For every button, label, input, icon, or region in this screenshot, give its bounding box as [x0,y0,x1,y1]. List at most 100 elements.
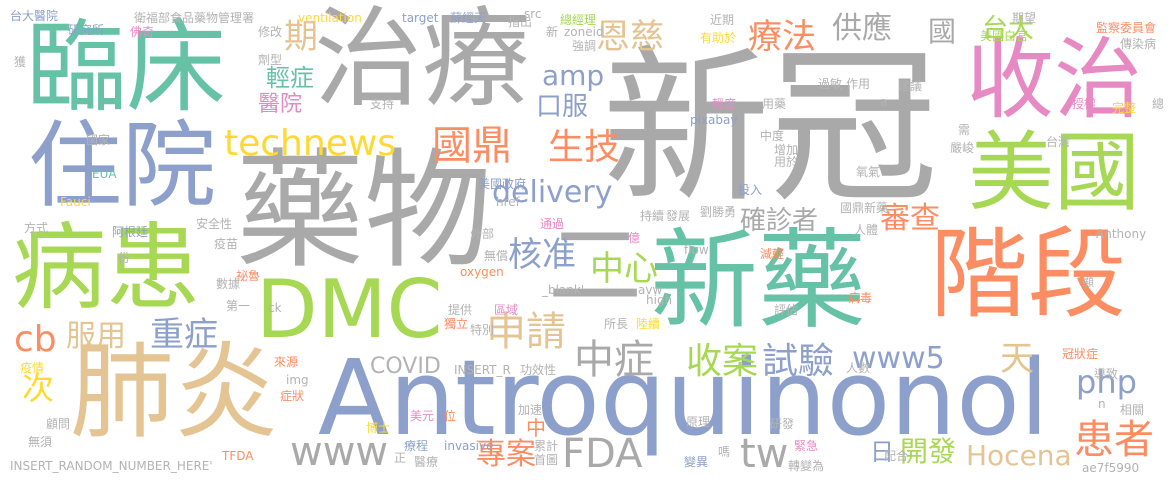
cloud-word: 試驗 [762,341,835,382]
cloud-word: 天 [1000,339,1034,379]
cloud-word: 醫療 [414,455,439,469]
cloud-word: 功效性 [520,363,557,377]
cloud-word: Antroquinonol [318,337,1049,459]
cloud-word: 減輕 [760,247,785,261]
cloud-word: 臨床 [26,9,226,126]
cloud-word: 無須 [28,435,53,449]
cloud-word: 肺炎 [70,331,279,453]
cloud-word: 區域 [494,303,519,317]
cloud-word: 傳染病 [1120,37,1157,51]
cloud-word: 國家 [86,133,111,147]
cloud-word: 第一 [226,299,251,313]
cloud-word: 加速 [518,403,543,417]
cloud-word: EUA [92,167,117,181]
cloud-word: 患者 [1074,417,1154,463]
cloud-word: 提供 [448,303,473,317]
cloud-word: 療法 [748,17,816,57]
cloud-word: 用於 [774,155,799,169]
cloud-word: php [1076,363,1137,401]
cloud-word: Anthony [1096,227,1147,241]
cloud-word: 完整 [1112,101,1137,115]
cloud-word: 國鼎新藥 [840,201,889,215]
cloud-word: 配合 [884,449,909,463]
cloud-word: 疫苗 [214,237,239,251]
cloud-word: 恩慈 [596,17,664,57]
cloud-word: 外部 [470,227,495,241]
cloud-word: 發展 [666,209,691,223]
cloud-word: 原理 [686,415,711,429]
cloud-word: Fauci [60,195,91,209]
cloud-word: a [880,95,888,109]
cloud-word: 醫院 [258,92,303,117]
cloud-word: 緊急 [794,439,819,453]
cloud-word: 病患 [12,214,201,323]
cloud-word: 症狀 [280,389,305,403]
cloud-word: 授權 [1072,97,1097,111]
cloud-word: 獲 [14,55,27,69]
cloud-word: 新冠 [602,30,938,226]
cloud-word: n [1098,397,1106,411]
cloud-word: 需 [958,123,971,137]
cloud-word: 有助於 [700,31,737,45]
cloud-word: 總 [1152,97,1165,111]
cloud-word: DMC [256,263,443,356]
cloud-word: 轉變為 [788,459,825,473]
cloud-word: 首圖 [534,453,559,467]
cloud-word: 嚴峻 [950,141,975,155]
cloud-word: 國 [928,15,957,48]
cloud-word: 劉勝勇 [700,205,737,219]
cloud-word: 安全性 [196,217,233,231]
cloud-word: 申請 [486,309,566,355]
cloud-word: 位 [444,409,457,423]
cloud-word: www5 [852,341,945,376]
cloud-word: 祕魯 [236,269,261,283]
cloud-word: 正 [394,451,407,465]
cloud-word: 蘇經天 [450,11,487,25]
cloud-word: 相關 [1120,403,1145,417]
cloud-word: 顯 [1082,275,1095,289]
cloud-word: 億 [628,231,641,245]
cloud-word: ventilation [298,11,362,25]
cloud-word: 美國 [968,123,1140,223]
cloud-word: 作用 [846,77,871,91]
cloud-word: 台大醫院 [10,9,59,23]
cloud-word: 評估 [774,303,799,317]
cloud-word: 次 [22,369,55,407]
cloud-word: 修改 [258,25,283,39]
cloud-word: 藥物 [236,137,493,286]
cloud-word: 所長 [604,317,629,331]
cloud-word: 變異 [684,455,709,469]
cloud-word: invasive [444,439,494,453]
cloud-word: 新 [546,25,559,39]
cloud-word: 來源 [274,355,299,369]
cloud-word: INSERT_R [454,363,511,377]
cloud-word: 服用 [66,319,126,354]
cloud-word: 獨立 [444,317,469,331]
cloud-word: href [496,195,520,209]
cloud-word: 監察委員會 [1096,21,1157,35]
cloud-word: 中度 [760,129,785,143]
cloud-word: amp [542,59,605,92]
cloud-word: 輕症 [266,64,314,92]
cloud-word: 支持 [370,97,395,111]
cloud-word: img [286,373,309,387]
cloud-word: 衛福部食品藥物管理署 [134,11,255,25]
cloud-word: 中症 [574,337,654,383]
cloud-word: 美元 [410,409,435,423]
cloud-word: _blank' [542,283,585,297]
cloud-word: 口服 [536,92,589,122]
cloud-word: high [646,293,673,307]
cloud-word: 顧問 [46,417,71,431]
cloud-word: 陸續 [636,317,661,331]
cloud-word: 冠狀症 [1062,347,1099,361]
cloud-word: 收案 [686,341,759,382]
cloud-word: tw [740,431,789,477]
cloud-word: pixabay [690,113,738,127]
cloud-word: 佛奇 [130,25,155,39]
cloud-word: 嗎 [718,445,731,459]
cloud-word: TFDA [222,449,254,463]
cloud-word: 療程 [404,439,429,453]
cloud-word: 確診者 [740,206,819,236]
cloud-word: cb [14,319,57,360]
